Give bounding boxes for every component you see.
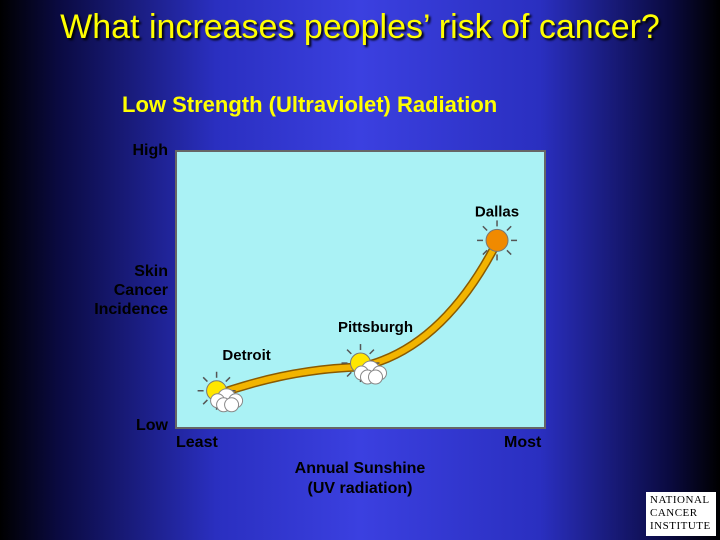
nci-logo: NATIONAL CANCER INSTITUTE [646,492,716,536]
x-tick-most: Most [504,434,542,451]
y-axis-label-line-2: Cancer [113,282,168,299]
data-label-dallas: Dallas [475,203,519,220]
data-point-pittsburgh-cloud-icon [354,360,387,385]
x-axis-label-line-2: (UV radiation) [307,480,413,497]
x-axis-label: Annual Sunshine (UV radiation) [260,459,460,499]
x-tick-least: Least [176,434,218,451]
y-axis-label-line-1: Skin [134,263,168,280]
y-axis-label-line-3: Incidence [94,301,168,318]
logo-line-3: INSTITUTE [650,520,711,532]
x-axis-label-line-1: Annual Sunshine [294,460,426,477]
chart-subtitle: Low Strength (Ultraviolet) Radiation [122,92,498,117]
slide-title: What increases peoples’ risk of cancer? [60,8,660,46]
y-axis-label: Skin Cancer Incidence [70,262,168,319]
data-label-pittsburgh: Pittsburgh [338,319,413,336]
logo-line-1: NATIONAL [650,494,710,506]
data-point-dallas-sun-icon [477,220,518,261]
y-tick-low: Low [136,417,168,434]
data-label-detroit: Detroit [222,347,270,364]
y-tick-high: High [132,142,168,159]
logo-line-2: CANCER [650,507,698,519]
data-point-detroit-cloud-icon [210,388,244,413]
